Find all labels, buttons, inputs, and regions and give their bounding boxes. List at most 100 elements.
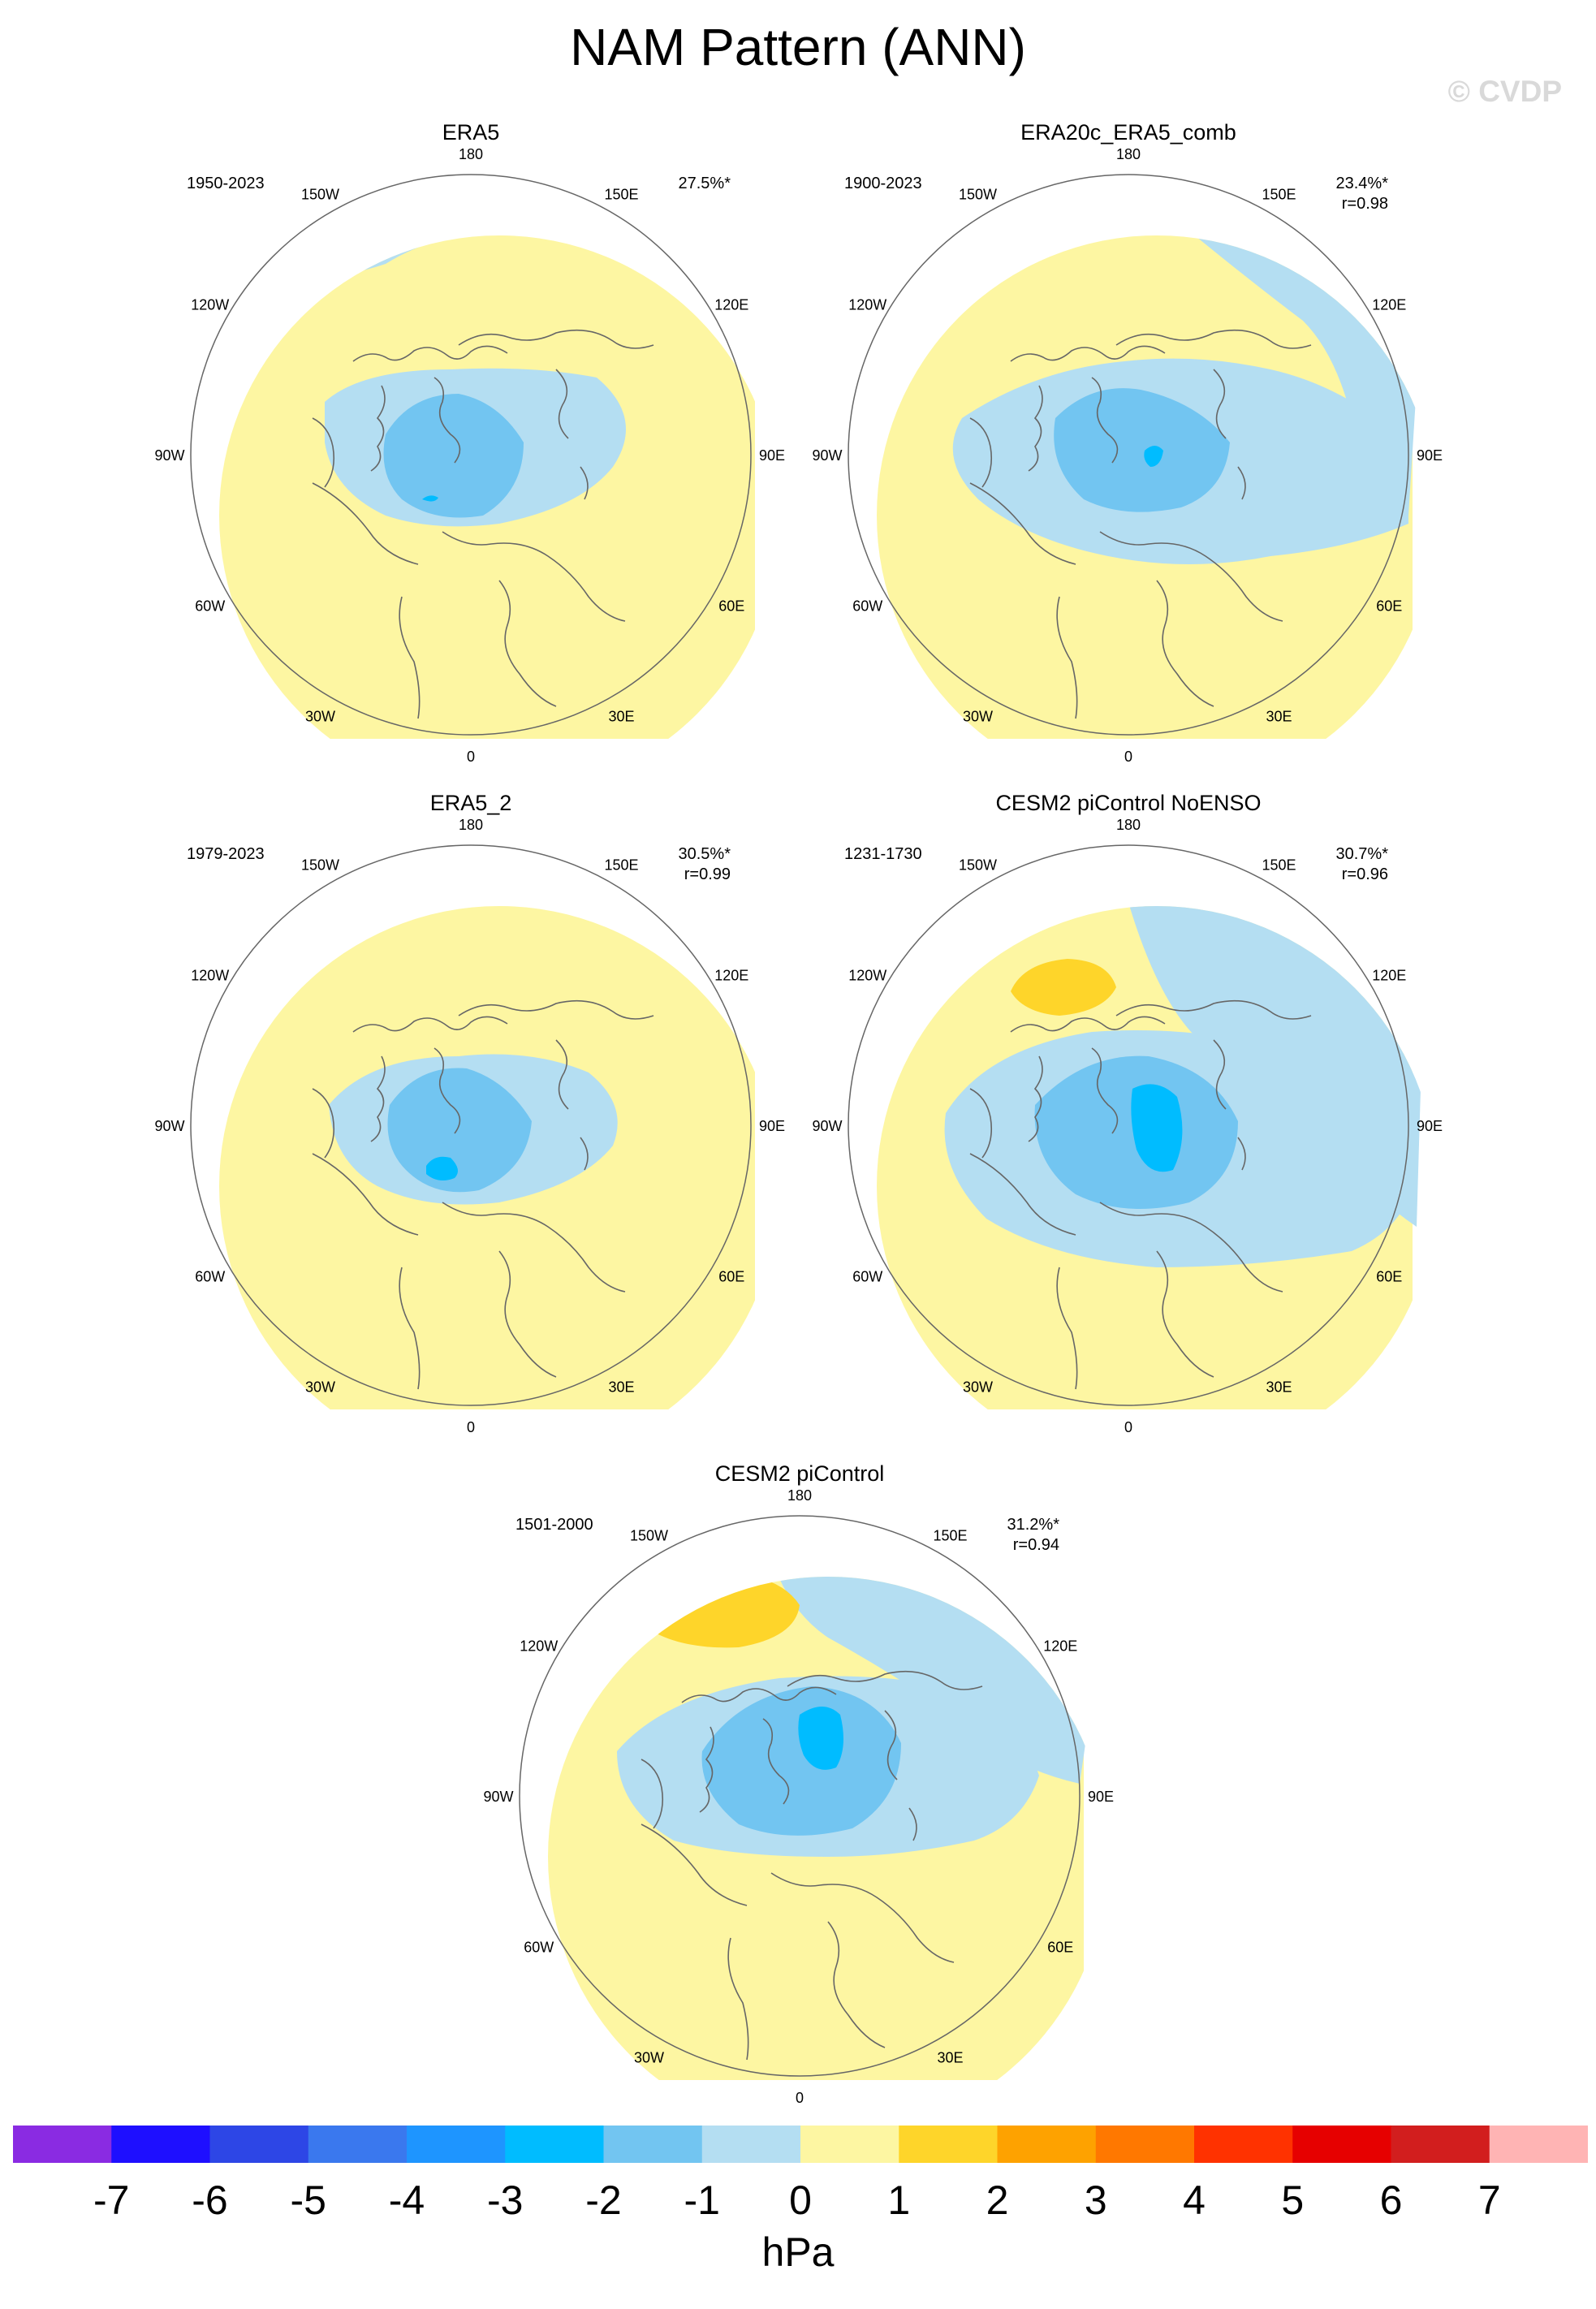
longitude-label: 90E: [1088, 1789, 1114, 1805]
longitude-label: 60W: [852, 598, 882, 615]
coastlines: [641, 1670, 983, 2061]
colorbar-swatch: [899, 2126, 998, 2163]
map-fill: [219, 906, 755, 1409]
longitude-label: 180: [459, 817, 483, 833]
longitude-label: 60W: [852, 1269, 882, 1285]
longitude-label: 180: [1116, 817, 1141, 833]
longitude-label: 120E: [714, 968, 748, 984]
colorbar-swatch: [1194, 2126, 1293, 2163]
colorbar-swatch: [308, 2126, 408, 2163]
longitude-label: 30W: [305, 708, 335, 724]
longitude-label: 90W: [154, 447, 184, 464]
polar-map: ERA5_2 1979-2023 30.5%* r=0.99 180 150E 120E 90…: [154, 791, 785, 1435]
longitude-label: 150W: [301, 187, 339, 203]
map-panel-era5-2: ERA5_2 1979-2023 30.5%* r=0.99 180 150E 120E 90…: [154, 784, 785, 1435]
map-boundary: [190, 174, 752, 736]
colorbar-tick: -6: [192, 2177, 228, 2223]
map-fill: [877, 906, 1421, 1409]
period-label: 1231-1730: [844, 845, 922, 863]
longitude-label: 30W: [305, 1379, 335, 1395]
colorbar-swatch: [1489, 2126, 1588, 2163]
longitude-label: 0: [467, 1419, 475, 1435]
variance-label: 30.5%*: [679, 845, 731, 863]
longitude-label: 30E: [937, 2049, 963, 2065]
figure-title: NAM Pattern (ANN): [570, 18, 1026, 76]
longitude-label: 150E: [1262, 857, 1296, 874]
colorbar-tick: 2: [986, 2177, 1009, 2223]
map-fill: [548, 1577, 1088, 2080]
longitude-label: 30E: [608, 708, 634, 724]
longitude-label: 150W: [959, 187, 997, 203]
variance-label: 23.4%*: [1336, 175, 1389, 192]
colorbar-swatch: [800, 2126, 899, 2163]
credit-watermark: © CVDP: [1447, 75, 1562, 108]
map-fill: [877, 235, 1417, 739]
longitude-label: 120E: [1043, 1638, 1077, 1655]
map-boundary: [190, 844, 752, 1406]
longitude-label: 90E: [759, 447, 785, 464]
longitude-label: 60E: [1376, 598, 1402, 615]
colorbar-units: hPa: [761, 2229, 835, 2275]
period-label: 1950-2023: [187, 175, 265, 192]
map-panel-era5: ERA5 1950-2023 27.5%* 180 150E 120E 90E 60E 30E 0…: [154, 114, 785, 765]
longitude-label: 0: [1124, 1419, 1132, 1435]
longitude-label: 90E: [1417, 447, 1443, 464]
colorbar-tick: -3: [487, 2177, 524, 2223]
colorbar-tick: -5: [290, 2177, 326, 2223]
colorbar-tick: 3: [1084, 2177, 1107, 2223]
colorbar-tick: -4: [388, 2177, 425, 2223]
longitude-label: 60E: [718, 1269, 744, 1285]
colorbar-tick: -7: [93, 2177, 130, 2223]
longitude-label: 60W: [195, 1269, 225, 1285]
longitude-label: 30W: [634, 2049, 664, 2065]
map-panel-era20c: ERA20c_ERA5_comb 1900-2023 23.4%* r=0.98 180…: [812, 114, 1443, 765]
panel-title: ERA5_2: [430, 791, 512, 815]
colorbar-swatch: [407, 2126, 506, 2163]
longitude-label: 90E: [1417, 1118, 1443, 1134]
period-label: 1900-2023: [844, 175, 922, 192]
colorbar-swatch: [209, 2126, 309, 2163]
longitude-label: 180: [1116, 146, 1141, 162]
longitude-label: 150W: [301, 857, 339, 874]
longitude-label: 120E: [1372, 297, 1406, 313]
longitude-label: 180: [459, 146, 483, 162]
colorbar-swatch: [1391, 2126, 1490, 2163]
longitude-label: 30E: [608, 1379, 634, 1395]
panel-title: CESM2 piControl: [715, 1461, 885, 1486]
polar-map: CESM2 piControl 1501-2000 31.2%* r=0.94 180 1…: [483, 1461, 1114, 2106]
variance-label: 27.5%*: [679, 175, 731, 192]
longitude-label: 120W: [520, 1638, 558, 1655]
longitude-label: 150E: [1262, 187, 1296, 203]
longitude-label: 30W: [963, 1379, 993, 1395]
colorbar-tick: 6: [1379, 2177, 1403, 2223]
longitude-label: 120E: [714, 297, 748, 313]
colorbar-tick: -1: [684, 2177, 720, 2223]
colorbar-swatch: [997, 2126, 1097, 2163]
longitude-label: 180: [787, 1487, 812, 1504]
colorbar-tick-labels: -7 -6 -5 -4 -3 -2 -1 0 1 2 3 4 5 6 7: [13, 2176, 1588, 2225]
longitude-label: 120W: [848, 968, 886, 984]
colorbar-tick: 7: [1477, 2177, 1501, 2223]
longitude-label: 150E: [604, 187, 638, 203]
longitude-label: 150W: [959, 857, 997, 874]
longitude-label: 150E: [604, 857, 638, 874]
colorbar-swatch: [1292, 2126, 1391, 2163]
longitude-label: 30E: [1266, 1379, 1292, 1395]
longitude-label: 90E: [759, 1118, 785, 1134]
coastlines: [969, 329, 1312, 719]
map-boundary: [848, 174, 1409, 736]
colorbar: [13, 2126, 1588, 2163]
longitude-label: 120W: [191, 297, 229, 313]
longitude-label: 60E: [718, 598, 744, 615]
longitude-label: 120E: [1372, 968, 1406, 984]
longitude-label: 60W: [524, 1940, 554, 1956]
colorbar-tick: 1: [887, 2177, 911, 2223]
longitude-label: 30E: [1266, 708, 1292, 724]
panel-title: ERA20c_ERA5_comb: [1020, 120, 1236, 145]
longitude-label: 90W: [812, 1118, 842, 1134]
polar-map: CESM2 piControl NoENSO 1231-1730 30.7%* r=0…: [812, 791, 1443, 1435]
map-boundary: [848, 844, 1409, 1406]
longitude-label: 0: [1124, 749, 1132, 765]
polar-map: ERA5 1950-2023 27.5%* 180 150E 120E 90E 60E 30E 0…: [154, 120, 785, 765]
panel-title: ERA5: [442, 120, 500, 145]
